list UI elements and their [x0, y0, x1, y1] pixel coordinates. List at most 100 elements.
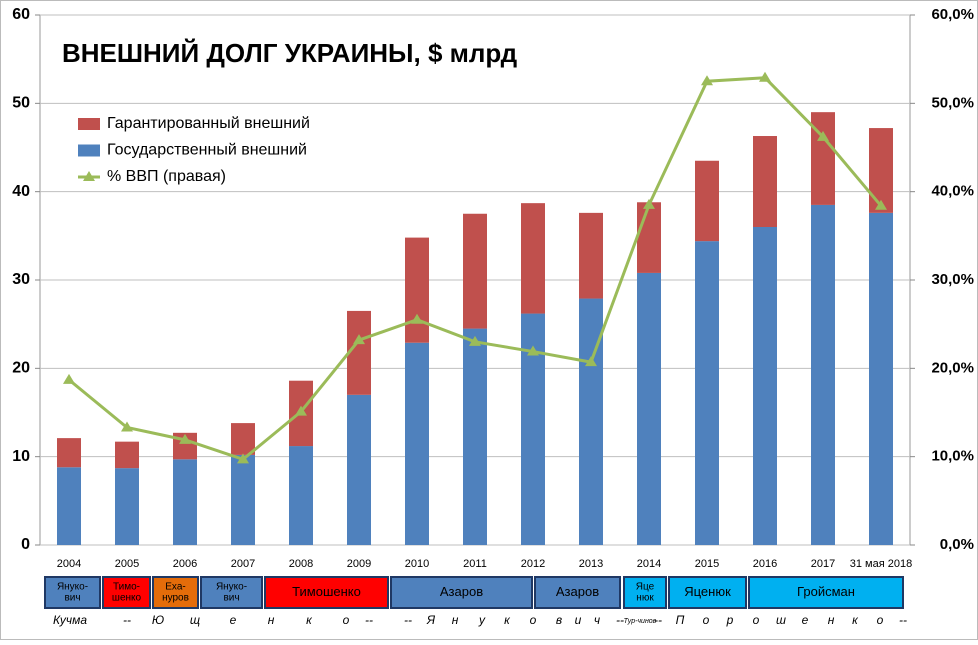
bar: [115, 441, 139, 469]
president-label: щ: [190, 613, 200, 627]
x-tick-label: 2004: [57, 558, 81, 570]
president-label: Ю: [152, 613, 164, 627]
pm-label: вич: [64, 593, 80, 604]
pm-label: Януко-: [57, 582, 88, 593]
line-marker: [527, 345, 539, 356]
x-tick-label: 2015: [695, 558, 719, 570]
president-label: н: [452, 613, 459, 627]
line-marker: [585, 356, 597, 367]
president-label: --: [899, 613, 907, 627]
bar: [173, 459, 197, 545]
line-marker: [63, 373, 75, 384]
president-label: р: [726, 613, 734, 627]
line-marker: [353, 334, 365, 345]
y-tick-label: 10: [12, 448, 30, 465]
x-tick-label: 2014: [637, 558, 661, 570]
pm-label: Яце: [636, 582, 655, 593]
x-tick-label: 2010: [405, 558, 429, 570]
bar: [57, 438, 81, 468]
bar: [405, 342, 429, 545]
y2-tick-label: 20,0%: [931, 359, 974, 376]
bar: [869, 212, 893, 545]
president-label: о: [753, 613, 760, 627]
pm-label: шенко: [112, 593, 142, 604]
bar: [753, 136, 777, 227]
president-label: ч: [594, 613, 600, 627]
y-tick-label: 60: [12, 6, 30, 23]
pm-box: [102, 576, 151, 609]
y-tick-label: 50: [12, 95, 30, 112]
president-label: о: [877, 613, 884, 627]
legend-label: Гарантированный внешний: [107, 115, 310, 132]
x-tick-label: 2017: [811, 558, 835, 570]
president-label: и: [575, 613, 582, 627]
x-tick-label: 2008: [289, 558, 313, 570]
pm-box: [623, 576, 667, 609]
president-label: н: [828, 613, 835, 627]
line-marker: [237, 453, 249, 464]
pm-label: Тимошенко: [292, 584, 361, 599]
legend-swatch: [78, 144, 100, 157]
bar: [463, 328, 487, 545]
bar: [347, 394, 371, 545]
president-label: Кучма: [53, 613, 87, 627]
y2-tick-label: 0,0%: [940, 536, 974, 553]
pm-label: Азаров: [556, 584, 599, 599]
pm-label: вич: [223, 593, 239, 604]
bar: [695, 241, 719, 545]
president-label: ш: [776, 613, 786, 627]
line-marker: [643, 198, 655, 209]
line-marker: [759, 71, 771, 82]
y2-tick-label: 60,0%: [931, 6, 974, 23]
president-label: е: [802, 613, 809, 627]
pm-box: [44, 576, 101, 609]
president-label: о: [703, 613, 710, 627]
y2-tick-label: 50,0%: [931, 94, 974, 111]
president-label: --: [123, 613, 131, 627]
bar: [695, 160, 719, 242]
president-label: П: [676, 613, 685, 627]
president-label: к: [504, 613, 511, 627]
bar: [231, 423, 255, 455]
bar: [289, 446, 313, 545]
x-tick-label: 2005: [115, 558, 139, 570]
x-tick-label: 2011: [463, 558, 487, 570]
x-tick-label: 2013: [579, 558, 603, 570]
pm-label: Еха-: [165, 582, 185, 593]
bar: [463, 213, 487, 329]
bar: [405, 237, 429, 343]
pm-label: Азаров: [440, 584, 483, 599]
y-tick-label: 30: [12, 271, 30, 288]
pm-box: [668, 576, 747, 609]
legend-label: % ВВП (правая): [107, 168, 226, 185]
legend-label: Государственный внешний: [107, 142, 307, 159]
president-label: е: [230, 613, 237, 627]
president-label: --: [404, 613, 412, 627]
bar: [811, 112, 835, 205]
line-marker: [875, 199, 887, 210]
legend-marker: [83, 171, 95, 181]
bar: [521, 203, 545, 314]
pm-label: Гройсман: [797, 584, 855, 599]
y-tick-label: 20: [12, 360, 30, 377]
bar: [637, 202, 661, 273]
line-marker: [179, 433, 191, 444]
president-label: у: [478, 613, 486, 627]
president-label: Тур-чинов: [624, 618, 657, 625]
pm-box: [748, 576, 904, 609]
pm-label: Януко-: [216, 582, 247, 593]
y2-tick-label: 40,0%: [931, 183, 974, 200]
line-marker: [121, 421, 133, 432]
pm-box: [152, 576, 199, 609]
president-label: к: [306, 613, 313, 627]
pm-label: нуров: [162, 593, 189, 604]
y2-tick-label: 30,0%: [931, 271, 974, 288]
line-marker: [817, 130, 829, 141]
line-marker: [701, 75, 713, 86]
president-label: н: [268, 613, 275, 627]
x-tick-label: 2016: [753, 558, 777, 570]
pm-label: Тимо-: [113, 582, 140, 593]
bar: [347, 310, 371, 395]
bar: [231, 454, 255, 545]
